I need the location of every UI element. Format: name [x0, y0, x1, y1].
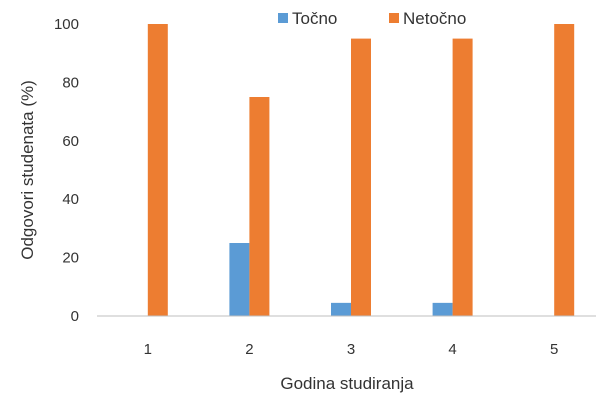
x-axis-title: Godina studiranja — [280, 374, 414, 393]
y-tick-label: 100 — [54, 16, 79, 33]
y-tick-label: 60 — [62, 133, 79, 150]
y-axis-title: Odgovori studenata (%) — [18, 80, 37, 260]
x-tick-label: 2 — [245, 341, 253, 358]
x-tick-label: 1 — [144, 341, 152, 358]
bar-netocno-2 — [249, 97, 270, 316]
legend-swatch-tocno — [278, 13, 288, 23]
y-tick-label: 20 — [62, 250, 79, 267]
x-tick-label: 4 — [448, 341, 456, 358]
bar-netocno-4 — [452, 38, 473, 316]
y-axis-ticks: 0 20 40 60 80 100 — [54, 16, 79, 325]
legend-label-tocno: Točno — [292, 9, 337, 28]
bar-netocno-3 — [351, 38, 371, 316]
bar-netocno-5 — [554, 24, 575, 316]
bar-tocno-3 — [331, 302, 351, 316]
bar-tocno-4 — [432, 302, 453, 316]
x-tick-label: 5 — [550, 341, 558, 358]
bar-netocno-1 — [147, 24, 168, 316]
legend-swatch-netocno — [389, 13, 399, 23]
y-tick-label: 80 — [62, 74, 79, 91]
y-tick-label: 40 — [62, 191, 79, 208]
bar-tocno-2 — [229, 243, 250, 316]
x-tick-label: 3 — [347, 341, 355, 358]
x-axis-ticks: 1 2 3 4 5 — [144, 341, 559, 358]
y-tick-label: 0 — [71, 308, 79, 325]
legend-label-netocno: Netočno — [403, 9, 466, 28]
bars — [147, 24, 575, 316]
legend: Točno Netočno — [278, 9, 466, 28]
